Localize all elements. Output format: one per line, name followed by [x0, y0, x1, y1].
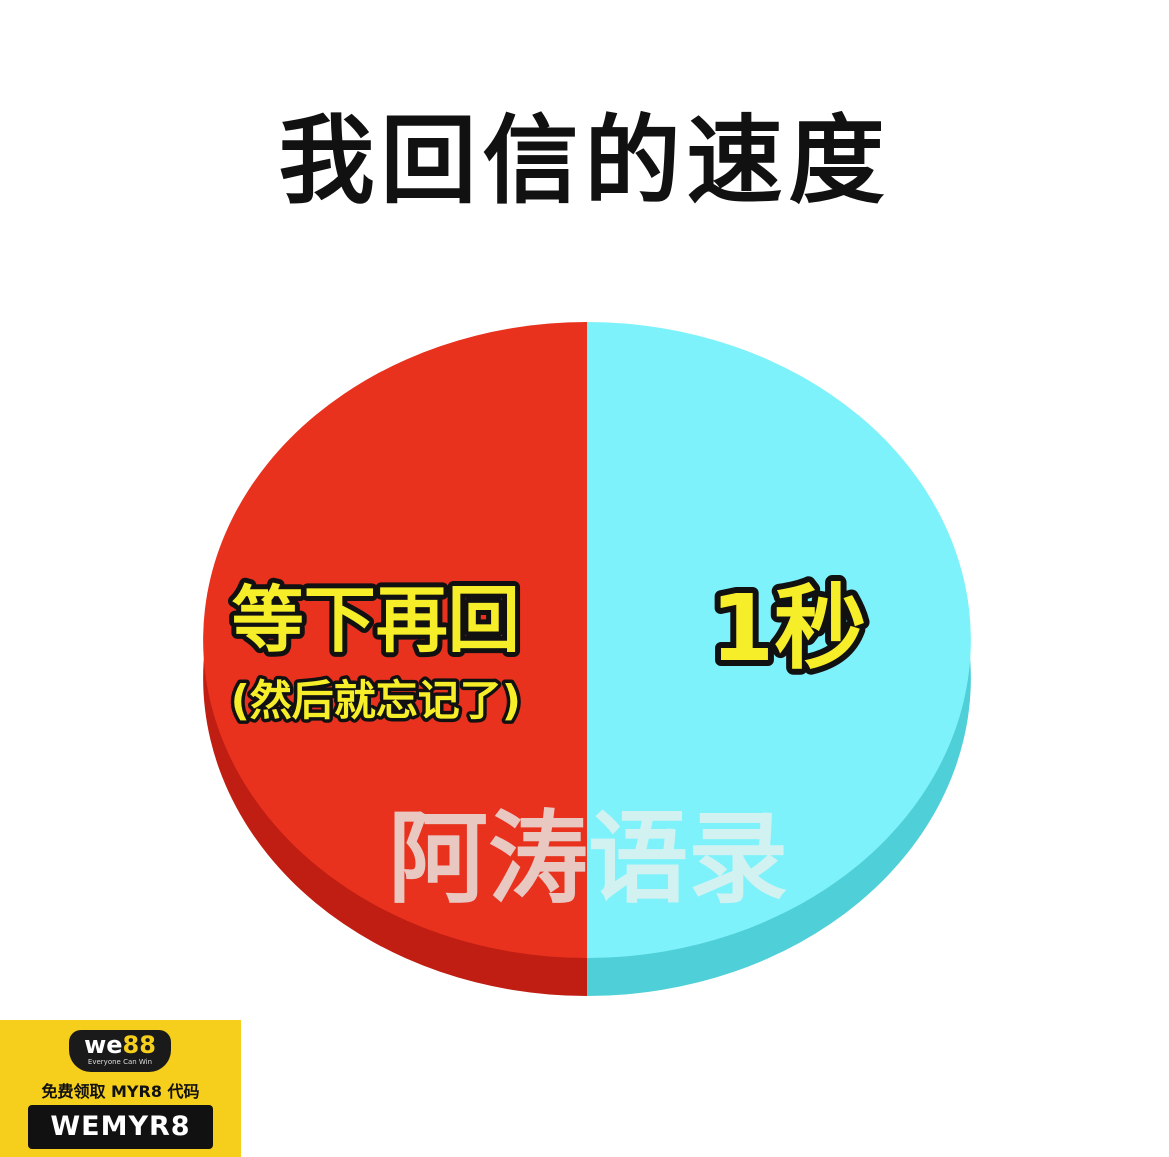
- logo-main-text: we: [84, 1031, 123, 1059]
- pie-slice-1[interactable]: [203, 322, 588, 958]
- promo-code-button[interactable]: WEMYR8: [28, 1105, 213, 1149]
- pie-slices: [203, 322, 971, 958]
- pie-sublabel-1: (然后就忘记了): [231, 676, 521, 725]
- pie-labels: 1秒 等下再回 (然后就忘记了): [227, 569, 872, 729]
- we88-logo: we88 Everyone Can Win: [69, 1030, 171, 1072]
- logo-accent-text: 88: [122, 1031, 156, 1059]
- pie-slice-0[interactable]: [587, 322, 971, 958]
- chart-title: 我回信的速度: [278, 105, 891, 217]
- logo-tagline: Everyone Can Win: [87, 1058, 153, 1066]
- promo-badge[interactable]: we88 Everyone Can Win 免费领取 MYR8 代码 WEMYR…: [0, 1020, 241, 1157]
- pie-label-0: 1秒: [710, 575, 866, 682]
- promo-text: 免费领取 MYR8 代码: [41, 1082, 200, 1101]
- watermark-text: 阿涛语录: [388, 800, 788, 917]
- pie-label-1: 等下再回: [232, 578, 520, 662]
